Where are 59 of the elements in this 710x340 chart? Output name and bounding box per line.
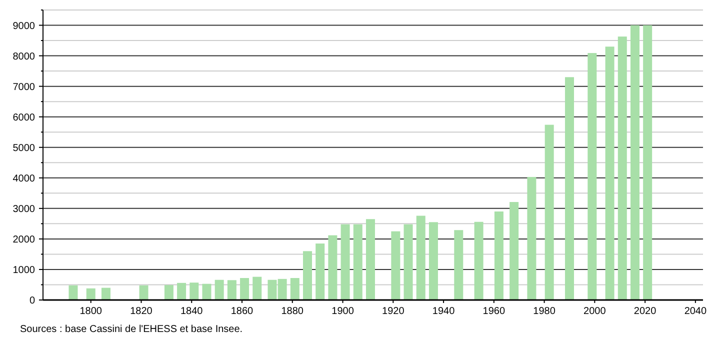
bar <box>164 285 174 300</box>
y-tick-label: 6000 <box>12 112 36 124</box>
bar <box>202 284 212 300</box>
x-tick-label: 1940 <box>432 306 456 317</box>
bar <box>68 285 78 300</box>
x-tick-label: 2000 <box>584 306 606 317</box>
bar <box>290 278 300 300</box>
bar <box>510 202 519 300</box>
bar <box>454 230 464 300</box>
bar <box>340 224 350 300</box>
x-tick-label: 1980 <box>533 306 556 317</box>
bar <box>643 25 652 300</box>
bar <box>252 276 262 300</box>
bar <box>353 224 362 300</box>
y-tick-label: 1000 <box>12 264 36 276</box>
y-tick-label: 0 <box>29 296 36 306</box>
bar <box>494 211 504 300</box>
bar <box>630 25 640 300</box>
bar <box>240 278 250 300</box>
bar <box>86 288 96 300</box>
x-tick-label: 1860 <box>230 306 254 317</box>
x-tick-label: 1900 <box>332 306 354 317</box>
bar <box>618 36 627 300</box>
bar <box>101 288 110 300</box>
bar <box>544 124 554 300</box>
bar <box>605 46 614 300</box>
y-tick-label: 7000 <box>12 82 36 93</box>
y-tick-label: 9000 <box>12 20 36 32</box>
x-tick-label: 1800 <box>80 306 102 317</box>
bar <box>588 53 597 300</box>
bar <box>227 280 236 300</box>
bar <box>139 285 148 300</box>
x-tick-label: 1840 <box>180 306 204 317</box>
bar <box>428 222 438 300</box>
bar <box>564 77 574 300</box>
bar <box>214 280 224 300</box>
source-note: Sources : base Cassini de l'EHESS et base Insee. <box>20 324 243 335</box>
bar <box>190 282 199 300</box>
bar <box>303 251 312 300</box>
x-tick-label: 2020 <box>634 306 657 317</box>
bar <box>316 244 325 300</box>
y-tick-label: 4000 <box>12 173 36 184</box>
y-tick-label: 2000 <box>12 234 36 246</box>
x-tick-label: 1960 <box>482 306 506 317</box>
bar <box>328 235 338 300</box>
y-tick-label: 5000 <box>12 142 36 154</box>
bar <box>391 231 400 300</box>
bar <box>474 222 484 300</box>
bar <box>527 176 536 300</box>
x-tick-label: 2040 <box>684 306 707 317</box>
y-tick-label: 8000 <box>12 51 36 62</box>
bar <box>404 224 413 300</box>
y-tick-label: 3000 <box>12 204 36 215</box>
bar <box>416 216 426 300</box>
bar <box>177 282 186 300</box>
x-tick-label: 1880 <box>281 306 304 317</box>
bar <box>366 219 375 300</box>
x-tick-label: 1920 <box>382 306 405 317</box>
x-tick-label: 1820 <box>130 306 153 317</box>
